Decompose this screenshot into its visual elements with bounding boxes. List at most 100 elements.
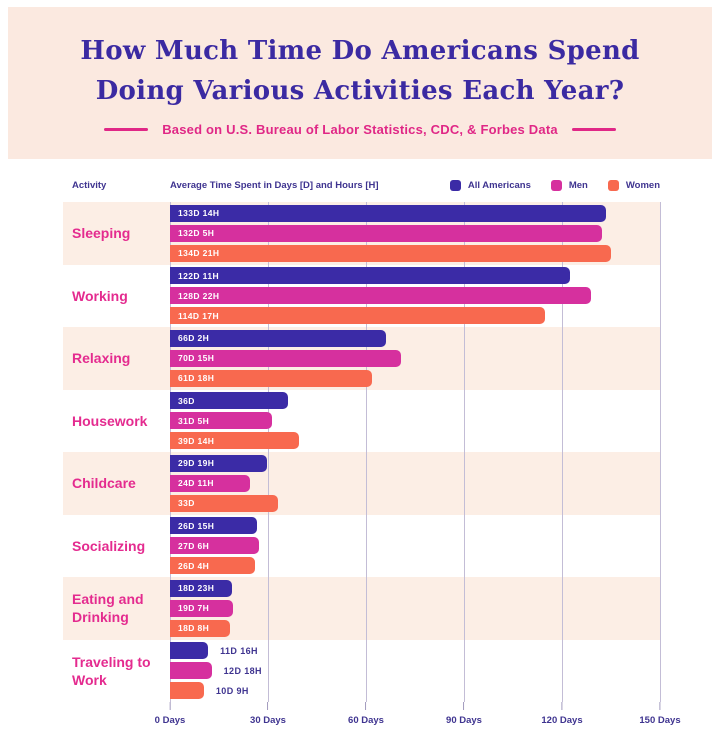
bar-row-women: 33D — [170, 494, 660, 512]
bar-value-label: 31D 5H — [178, 415, 210, 426]
activities-bar-chart: Activity Average Time Spent in Days [D] … — [63, 176, 681, 742]
legend-label-women: Women — [625, 179, 660, 191]
bar-row-all-americans: 133D 14H — [170, 204, 660, 222]
bar-relaxing-women: 61D 18H — [170, 369, 372, 387]
bar-row-women: 18D 8H — [170, 619, 660, 637]
legend-label-men: Men — [568, 179, 588, 191]
legend-item-all-americans: All Americans — [449, 179, 531, 191]
x-axis: 0 Days 30 Days 60 Days 90 Days 120 Days 150 D… — [155, 702, 681, 742]
activity-label-housework: Housework — [72, 412, 148, 429]
axis-tick-30-days: 30 Days — [250, 702, 286, 726]
legend-item-men: Men — [550, 179, 588, 191]
all-americans-swatch-icon — [449, 179, 461, 191]
activity-label-traveling-to-work: Traveling to Work — [72, 653, 151, 688]
activity-row-eating-and-drinking: Eating and Drinking 18D 23H 19D 7H 18D 8H — [63, 577, 660, 640]
bar-row-all-americans: 18D 23H — [170, 579, 660, 597]
bar-childcare-men: 24D 11H — [170, 474, 250, 492]
axis-tick-150-days: 150 Days — [639, 702, 681, 726]
bar-traveling-to-work-all-americans — [170, 642, 209, 660]
value-axis-header: Average Time Spent in Days [D] and Hours… — [170, 179, 379, 191]
bar-row-all-americans: 26D 15H — [170, 517, 660, 535]
bar-row-women: 61D 18H — [170, 369, 660, 387]
legend-item-women: Women — [607, 179, 660, 191]
activity-row-housework: Housework 36D 31D 5H 39D 14H — [63, 390, 660, 453]
bar-value-label: 122D 11H — [178, 270, 220, 281]
bar-row-men: 27D 6H — [170, 537, 660, 555]
activity-label-eating-and-drinking: Eating and Drinking — [72, 591, 144, 626]
activity-label-socializing: Socializing — [72, 537, 146, 554]
tick-mark — [169, 702, 171, 710]
tick-mark — [561, 702, 563, 710]
bar-row-men: 31D 5H — [170, 412, 660, 430]
bar-row-women: 10D 9H — [170, 682, 660, 700]
tick-mark — [463, 702, 465, 710]
bar-sleeping-all-americans: 133D 14H — [170, 204, 607, 222]
activity-row-working: Working 122D 11H 128D 22H 114D 17H — [63, 265, 660, 328]
bar-value-label: 10D 9H — [215, 685, 249, 696]
bar-value-label: 29D 19H — [178, 458, 215, 469]
bar-relaxing-all-americans: 66D 2H — [170, 329, 386, 347]
tick-label: 0 Days — [154, 715, 186, 726]
bar-value-label: 18D 8H — [178, 623, 210, 634]
bar-row-men: 128D 22H — [170, 287, 660, 305]
bar-row-men: 24D 11H — [170, 474, 660, 492]
tick-mark — [365, 702, 367, 710]
bar-childcare-women: 33D — [170, 494, 278, 512]
bar-socializing-all-americans: 26D 15H — [170, 517, 257, 535]
bar-value-label: 66D 2H — [178, 333, 210, 344]
bar-housework-all-americans: 36D — [170, 392, 288, 410]
bar-sleeping-women: 134D 21H — [170, 244, 611, 262]
activity-label-relaxing: Relaxing — [72, 350, 131, 367]
tick-label: 30 Days — [250, 715, 286, 726]
bar-row-all-americans: 11D 16H — [170, 642, 660, 660]
tick-mark — [267, 702, 269, 710]
legend-label-all-americans: All Americans — [467, 179, 531, 191]
activity-column-header: Activity — [72, 179, 107, 191]
axis-tick-120-days: 120 Days — [541, 702, 583, 726]
chart-plot-area: Sleeping 133D 14H 132D 5H 134D 21H Working 12… — [63, 202, 661, 702]
subtitle-left-dash — [104, 128, 149, 131]
axis-tick-60-days: 60 Days — [348, 702, 384, 726]
bar-socializing-women: 26D 4H — [170, 557, 256, 575]
bar-working-all-americans: 122D 11H — [170, 267, 571, 285]
bar-row-women: 114D 17H — [170, 307, 660, 325]
bar-value-label: 128D 22H — [178, 290, 220, 301]
activity-row-sleeping: Sleeping 133D 14H 132D 5H 134D 21H — [63, 202, 660, 265]
bar-value-label: 24D 11H — [178, 478, 214, 489]
activity-label-childcare: Childcare — [72, 475, 136, 492]
bar-row-all-americans: 122D 11H — [170, 267, 660, 285]
activity-row-childcare: Childcare 29D 19H 24D 11H 33D — [63, 452, 660, 515]
men-swatch-icon — [550, 179, 562, 191]
activity-row-socializing: Socializing 26D 15H 27D 6H 26D 4H — [63, 515, 660, 578]
subtitle-right-dash — [571, 128, 616, 131]
subtitle: Based on U.S. Bureau of Labor Statistics… — [8, 122, 712, 137]
bar-row-women: 26D 4H — [170, 557, 660, 575]
tick-label: 120 Days — [541, 715, 583, 726]
gridline-150-days — [660, 202, 661, 702]
bar-working-women: 114D 17H — [170, 307, 545, 325]
bar-childcare-all-americans: 29D 19H — [170, 454, 268, 472]
bar-working-men: 128D 22H — [170, 287, 592, 305]
bar-group-sleeping: 133D 14H 132D 5H 134D 21H — [170, 202, 660, 265]
bar-group-childcare: 29D 19H 24D 11H 33D — [170, 452, 660, 515]
bar-value-label: 36D — [178, 395, 195, 406]
bar-value-label: 132D 5H — [178, 228, 215, 239]
tick-mark — [659, 702, 661, 710]
bar-relaxing-men: 70D 15H — [170, 349, 401, 367]
activity-row-relaxing: Relaxing 66D 2H 70D 15H 61D 18H — [63, 327, 660, 390]
bar-row-men: 70D 15H — [170, 349, 660, 367]
subtitle-text: Based on U.S. Bureau of Labor Statistics… — [162, 122, 558, 137]
bar-value-label: 134D 21H — [178, 248, 220, 259]
bar-value-label: 12D 18H — [223, 665, 262, 676]
bar-row-men: 19D 7H — [170, 599, 660, 617]
bar-group-housework: 36D 31D 5H 39D 14H — [170, 390, 660, 453]
bar-group-relaxing: 66D 2H 70D 15H 61D 18H — [170, 327, 660, 390]
bar-group-eating-and-drinking: 18D 23H 19D 7H 18D 8H — [170, 577, 660, 640]
bar-value-label: 33D — [178, 498, 195, 509]
bar-row-women: 39D 14H — [170, 432, 660, 450]
bar-value-label: 61D 18H — [178, 373, 215, 384]
bar-row-men: 12D 18H — [170, 662, 660, 680]
bar-value-label: 26D 4H — [178, 560, 210, 571]
bar-value-label: 11D 16H — [220, 645, 258, 656]
bar-group-socializing: 26D 15H 27D 6H 26D 4H — [170, 515, 660, 578]
